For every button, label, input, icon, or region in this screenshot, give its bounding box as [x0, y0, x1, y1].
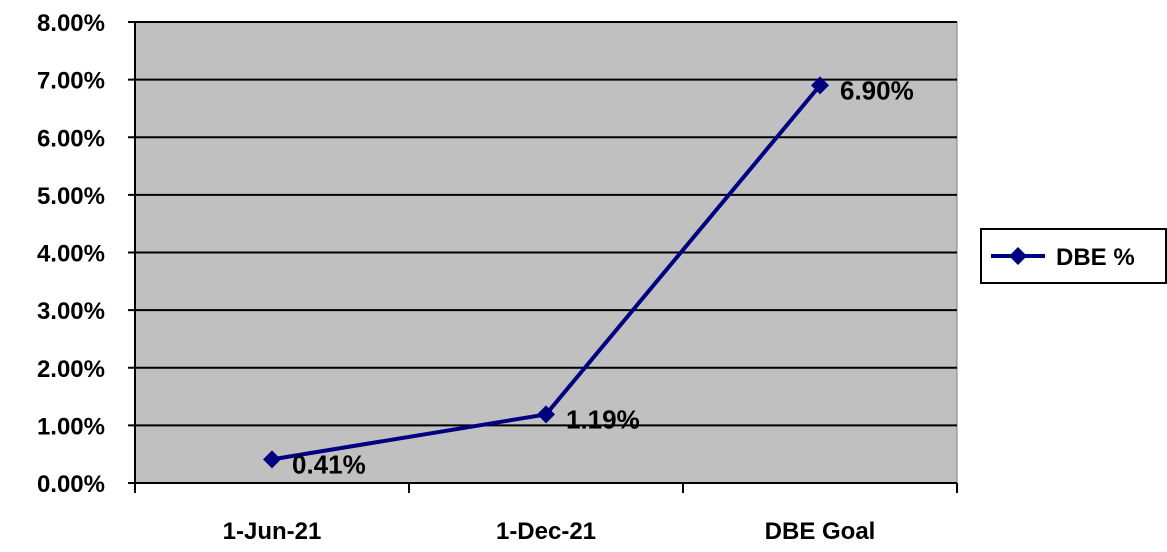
data-labels: 0.41% 1.19% 6.90%: [292, 75, 914, 479]
y-tick-label: 0.00%: [37, 471, 105, 498]
legend: DBE %: [980, 228, 1167, 284]
x-tick-label: 1-Dec-21: [496, 518, 596, 545]
y-tick-label: 3.00%: [37, 298, 105, 325]
data-point-marker: [811, 76, 829, 95]
y-tick-label: 1.00%: [37, 413, 105, 440]
y-tick-label: 8.00%: [37, 10, 105, 37]
y-tick-label: 5.00%: [37, 183, 105, 210]
x-tick-label: DBE Goal: [765, 518, 876, 545]
series-dbe-percent: [263, 76, 829, 469]
y-tick-label: 2.00%: [37, 356, 105, 383]
data-label: 0.41%: [292, 449, 366, 479]
x-axis: 1-Jun-21 1-Dec-21 DBE Goal: [134, 482, 958, 545]
y-tick-label: 7.00%: [37, 68, 105, 95]
data-label: 1.19%: [566, 404, 640, 434]
legend-label: DBE %: [1056, 244, 1135, 271]
y-tick-label: 4.00%: [37, 241, 105, 268]
x-tick-label: 1-Jun-21: [223, 518, 322, 545]
data-point-marker: [263, 450, 281, 469]
y-tick-label: 6.00%: [37, 125, 105, 152]
y-axis: 0.00% 1.00% 2.00% 3.00% 4.00% 5.00% 6.00% 7.00%…: [37, 10, 136, 498]
data-point-marker: [537, 405, 555, 424]
data-label: 6.90%: [840, 75, 914, 105]
legend-diamond-icon: [1009, 247, 1027, 265]
